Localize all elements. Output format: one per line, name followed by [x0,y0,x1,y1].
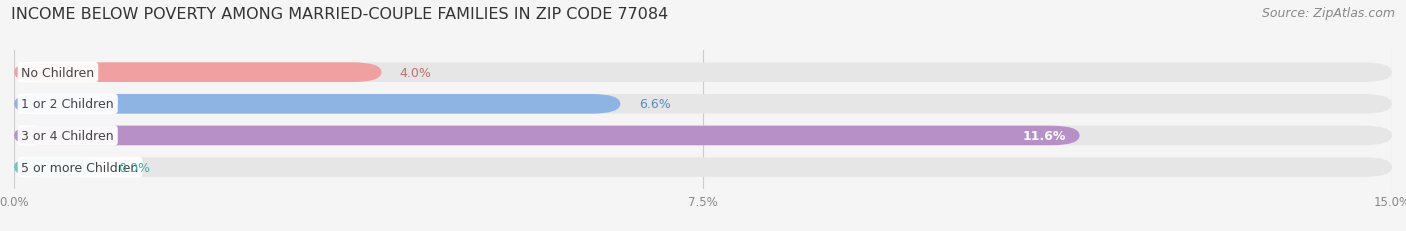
Text: 1 or 2 Children: 1 or 2 Children [21,98,114,111]
Text: 4.0%: 4.0% [399,66,432,79]
FancyBboxPatch shape [14,63,1392,83]
FancyBboxPatch shape [14,158,1392,177]
Text: 6.6%: 6.6% [638,98,671,111]
FancyBboxPatch shape [14,95,1392,114]
Text: 3 or 4 Children: 3 or 4 Children [21,129,114,142]
Text: 11.6%: 11.6% [1022,129,1066,142]
FancyBboxPatch shape [14,126,1080,146]
FancyBboxPatch shape [14,95,620,114]
Text: Source: ZipAtlas.com: Source: ZipAtlas.com [1261,7,1395,20]
Text: 5 or more Children: 5 or more Children [21,161,139,174]
Text: No Children: No Children [21,66,94,79]
Text: INCOME BELOW POVERTY AMONG MARRIED-COUPLE FAMILIES IN ZIP CODE 77084: INCOME BELOW POVERTY AMONG MARRIED-COUPL… [11,7,668,22]
FancyBboxPatch shape [14,126,1392,146]
Text: 0.0%: 0.0% [118,161,150,174]
FancyBboxPatch shape [14,158,100,177]
FancyBboxPatch shape [14,63,381,83]
